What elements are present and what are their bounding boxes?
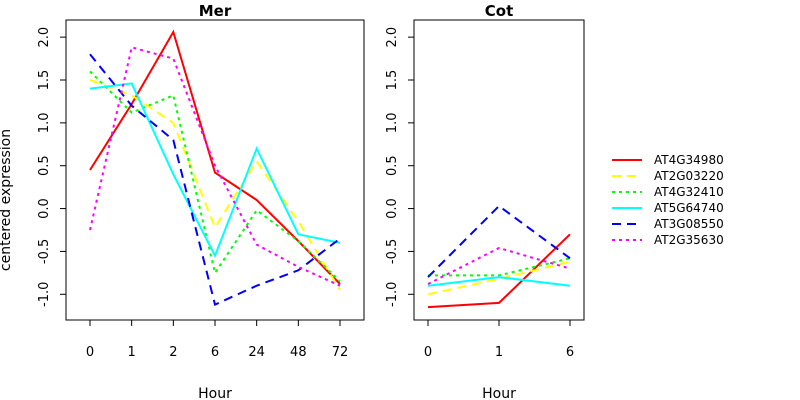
y-tick-label: 2.0	[37, 27, 52, 48]
legend-label-at3g08550: AT3G08550	[654, 217, 724, 231]
x-tick-label: 6	[566, 345, 574, 360]
x-tick-label: 1	[495, 345, 503, 360]
series-line-at4g34980	[427, 233, 571, 309]
series-line-at3g08550	[427, 204, 571, 278]
x-tick-label: 0	[86, 345, 94, 360]
x-tick-label: 24	[248, 345, 265, 360]
y-tick-label: 1.0	[37, 113, 52, 134]
legend-label-at2g03220: AT2G03220	[654, 169, 724, 183]
y-tick-label: 0.5	[385, 155, 400, 176]
y-tick-label: 1.0	[385, 113, 400, 134]
y-tick-label: 1.5	[37, 70, 52, 91]
y-axis-title: centered expression	[0, 129, 14, 271]
series-line-at2g35630	[427, 246, 571, 285]
y-tick-label: 2.0	[385, 27, 400, 48]
series-line-at4g32410	[428, 257, 571, 277]
series-line-at5g64740	[427, 276, 571, 287]
y-tick-label: 0.5	[37, 155, 52, 176]
y-tick-label: -0.5	[385, 239, 400, 264]
series-line-at4g32410	[89, 70, 341, 283]
y-tick-label: 0.0	[385, 198, 400, 219]
series-line-at3g08550	[89, 53, 341, 307]
x-tick-label: 0	[424, 345, 432, 360]
panel-title: Cot	[485, 2, 513, 20]
panel-cot: Cot -1.0 -0.5 0.0 0.5 1.0 1.5 2.0 0 1 6 Hour	[385, 2, 585, 400]
legend-label-at4g32410: AT4G32410	[654, 185, 724, 199]
y-tick-label: 0.0	[37, 198, 52, 219]
panel-mer: Mer -1.0 -0.5 0.0 0.5 1.0 1.5 2.0 0 1 2 6 24 48 72 Hour	[37, 2, 365, 400]
legend-label-at2g35630: AT2G35630	[654, 233, 724, 247]
x-tick-label: 6	[211, 345, 219, 360]
y-tick-label: 1.5	[385, 70, 400, 91]
y-tick-label: -0.5	[37, 239, 52, 264]
panel-title: Mer	[199, 2, 232, 20]
y-tick-label: -1.0	[37, 282, 52, 307]
series-line-at4g34980	[89, 29, 341, 285]
series-line-at2g03220	[427, 260, 571, 296]
series-line-at2g35630	[89, 46, 341, 287]
series-line-at5g64740	[89, 82, 341, 259]
legend-label-at5g64740: AT5G64740	[654, 201, 724, 215]
x-axis-title: Hour	[198, 386, 232, 400]
x-tick-label: 72	[332, 345, 349, 360]
x-tick-label: 2	[169, 345, 177, 360]
y-tick-label: -1.0	[385, 282, 400, 307]
x-tick-label: 1	[128, 345, 136, 360]
legend-label-at4g34980: AT4G34980	[654, 153, 724, 167]
x-axis-title: Hour	[482, 386, 516, 400]
x-tick-label: 48	[290, 345, 307, 360]
legend: AT4G34980 AT2G03220 AT4G32410 AT5G64740 AT3G…	[612, 153, 724, 247]
